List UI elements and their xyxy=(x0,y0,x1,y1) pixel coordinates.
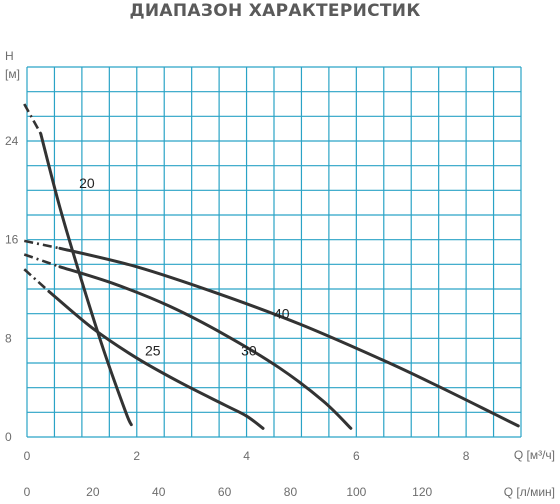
y-tick-label: 24 xyxy=(5,134,19,148)
series-40-line xyxy=(58,246,520,428)
curves: 20 25 30 40 xyxy=(23,103,520,430)
y-axis-label: H xyxy=(5,49,14,63)
series-40-label: 40 xyxy=(274,306,290,322)
series-40: 40 xyxy=(23,239,520,428)
x2-tick-label: 20 xyxy=(86,485,100,499)
grid xyxy=(26,66,522,438)
x-tick-label: 2 xyxy=(133,449,140,463)
x2-tick-label: 80 xyxy=(284,485,298,499)
series-25-label: 25 xyxy=(145,343,161,359)
x-axis-label: Q [м³/ч] xyxy=(514,448,555,462)
series-30: 30 xyxy=(23,253,353,430)
series-25-line xyxy=(47,289,265,430)
series-25: 25 xyxy=(23,268,265,430)
x-tick-label: 6 xyxy=(353,449,360,463)
y-tick-label: 16 xyxy=(5,233,19,247)
x2-tick-label: 40 xyxy=(152,485,166,499)
series-30-extension xyxy=(23,253,61,269)
x-tick-label: 0 xyxy=(24,449,31,463)
series-30-label: 30 xyxy=(241,343,257,359)
x2-tick-label: 60 xyxy=(218,485,232,499)
x2-tick-label: 0 xyxy=(24,485,31,499)
y-axis-unit: [м] xyxy=(5,67,20,81)
series-25-extension xyxy=(23,268,50,293)
series-20: 20 xyxy=(23,103,133,427)
series-20-extension xyxy=(23,103,42,135)
x-tick-label: 4 xyxy=(243,449,250,463)
series-30-line xyxy=(58,265,353,430)
x2-axis-label: Q [л/мин] xyxy=(504,485,555,499)
x-tick-label: 8 xyxy=(463,449,470,463)
series-20-line xyxy=(39,132,133,427)
series-20-label: 20 xyxy=(79,175,95,191)
series-40-extension xyxy=(23,239,61,250)
x2-tick-label: 120 xyxy=(412,485,432,499)
y-tick-label: 0 xyxy=(5,430,12,444)
x2-tick-label: 100 xyxy=(346,485,366,499)
chart-title: ДИАПАЗОН ХАРАКТЕРИСТИК xyxy=(129,1,420,21)
y-tick-label: 8 xyxy=(5,331,12,345)
